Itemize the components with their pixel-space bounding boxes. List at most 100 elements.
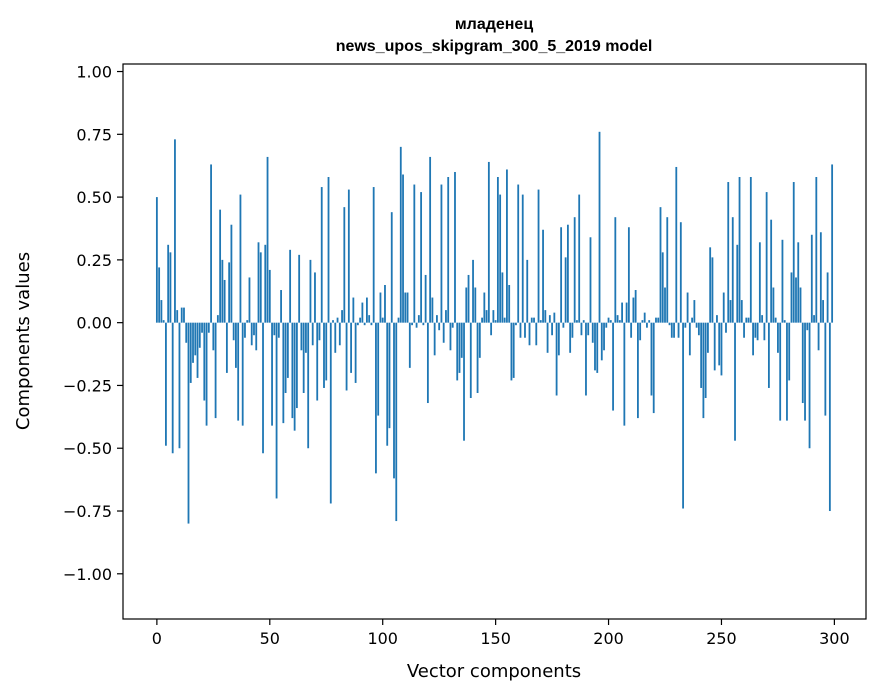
- y-tick-label: −0.50: [63, 439, 112, 458]
- bar-187: [578, 194, 581, 323]
- bar-53: [275, 322, 278, 499]
- bar-157: [510, 322, 513, 381]
- bar-65: [302, 322, 305, 393]
- bar-146: [485, 310, 488, 323]
- bar-257: [736, 244, 739, 323]
- bar-145: [483, 292, 486, 323]
- bar-186: [576, 320, 578, 323]
- bar-11: [180, 307, 183, 323]
- bar-8: [174, 139, 176, 323]
- bar-58: [286, 322, 289, 378]
- bar-0: [155, 197, 158, 323]
- bar-192: [589, 237, 592, 323]
- bar-135: [460, 322, 463, 358]
- bar-293: [817, 322, 820, 351]
- bar-280: [788, 322, 791, 381]
- bar-81: [338, 322, 341, 346]
- bar-149: [492, 310, 495, 323]
- bar-272: [770, 219, 773, 323]
- bar-269: [763, 322, 766, 341]
- bar-115: [415, 322, 418, 328]
- bar-44: [255, 322, 258, 351]
- bar-287: [804, 322, 806, 421]
- bar-85: [347, 189, 350, 323]
- bar-12: [183, 307, 185, 323]
- bar-249: [718, 322, 721, 366]
- bar-5: [167, 244, 170, 323]
- bar-74: [323, 322, 325, 388]
- bar-140: [472, 259, 474, 323]
- bar-49: [266, 156, 269, 323]
- bar-54: [277, 322, 280, 338]
- bar-124: [436, 315, 438, 323]
- bar-112: [408, 322, 411, 368]
- bar-178: [557, 322, 560, 356]
- bar-215: [641, 320, 644, 323]
- bar-77: [329, 322, 332, 504]
- bar-153: [501, 272, 504, 323]
- bar-106: [395, 322, 398, 522]
- bar-224: [661, 252, 664, 323]
- bar-154: [503, 317, 506, 323]
- x-tick-label: 200: [593, 629, 624, 648]
- bar-22: [205, 322, 208, 426]
- bar-29: [221, 259, 224, 323]
- bar-190: [585, 322, 587, 396]
- bar-76: [327, 177, 330, 323]
- bar-92: [363, 322, 366, 326]
- bar-34: [232, 322, 235, 341]
- bar-147: [487, 161, 490, 323]
- bar-60: [291, 322, 294, 419]
- bar-184: [571, 322, 574, 338]
- bar-177: [555, 322, 558, 396]
- bar-88: [354, 322, 357, 383]
- bar-159: [515, 322, 517, 326]
- y-axis: 1.00 0.75 0.50 0.25 0.00 −0.25 −0.50 −0.75 −1.00: [63, 63, 123, 584]
- bar-108: [399, 146, 402, 323]
- bar-110: [404, 292, 407, 323]
- bar-299: [831, 164, 834, 323]
- x-tick-label: 250: [706, 629, 737, 648]
- bar-66: [305, 322, 307, 353]
- bar-282: [792, 182, 795, 323]
- bar-182: [566, 224, 569, 323]
- bar-72: [318, 322, 321, 341]
- bar-290: [810, 234, 813, 323]
- bar-284: [797, 242, 800, 323]
- y-axis-label: Components values: [13, 252, 34, 430]
- bar-152: [499, 194, 502, 323]
- y-tick-label: 0.00: [76, 314, 112, 333]
- bar-220: [652, 322, 655, 414]
- bar-256: [734, 322, 736, 441]
- bar-133: [456, 322, 459, 381]
- bar-73: [320, 187, 323, 323]
- bar-254: [729, 300, 732, 323]
- bar-68: [309, 259, 312, 323]
- bar-138: [467, 274, 470, 323]
- bar-183: [569, 322, 572, 353]
- y-tick-label: 0.50: [76, 188, 112, 207]
- x-axis: 0 50 100 150 200 250 300: [152, 619, 850, 648]
- y-tick-label: 0.25: [76, 251, 112, 270]
- bar-283: [795, 277, 797, 323]
- bar-116: [417, 315, 420, 323]
- bar-246: [711, 257, 714, 323]
- bar-261: [745, 317, 748, 323]
- bar-79: [334, 322, 337, 353]
- bar-132: [454, 171, 456, 323]
- bar-98: [377, 322, 380, 416]
- bar-211: [632, 297, 635, 323]
- bar-61: [293, 322, 296, 431]
- bar-62: [295, 322, 298, 409]
- bar-223: [659, 207, 662, 323]
- bar-247: [713, 322, 716, 371]
- bar-47: [262, 322, 264, 454]
- bar-291: [813, 315, 815, 323]
- bar-225: [664, 287, 666, 323]
- bar-89: [356, 322, 359, 326]
- x-tick-label: 50: [260, 629, 280, 648]
- bar-82: [341, 310, 343, 323]
- bar-292: [815, 177, 818, 323]
- bar-46: [259, 252, 262, 323]
